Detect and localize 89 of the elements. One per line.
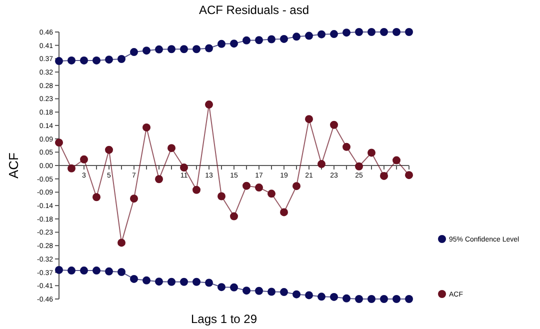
point — [380, 295, 388, 303]
point — [292, 32, 300, 41]
point — [55, 266, 63, 274]
point — [55, 138, 63, 147]
point — [118, 238, 126, 247]
point — [242, 286, 250, 295]
point — [142, 123, 150, 132]
point — [205, 44, 213, 52]
point — [230, 212, 238, 220]
point — [180, 278, 188, 286]
point — [218, 283, 226, 292]
point — [68, 164, 76, 172]
point — [392, 28, 400, 36]
point — [330, 120, 338, 129]
point — [205, 100, 213, 109]
point — [192, 45, 200, 54]
point — [168, 278, 176, 286]
point — [268, 35, 276, 44]
point — [318, 292, 326, 301]
point — [392, 156, 400, 164]
point — [142, 46, 150, 55]
point — [318, 30, 326, 38]
point — [118, 268, 126, 276]
point — [130, 194, 138, 203]
point — [342, 294, 350, 302]
point — [92, 266, 100, 275]
point — [292, 290, 300, 298]
point — [355, 295, 363, 303]
point — [155, 45, 163, 54]
point — [280, 34, 288, 43]
point — [168, 45, 176, 54]
point — [268, 190, 276, 198]
point — [305, 115, 313, 124]
point — [292, 182, 300, 190]
point — [405, 171, 413, 180]
point — [68, 56, 76, 64]
point — [55, 57, 63, 66]
y-axis-title: ACF — [6, 152, 21, 178]
point — [155, 278, 163, 286]
point — [392, 295, 400, 303]
point — [218, 40, 226, 48]
point — [80, 266, 88, 275]
point — [155, 175, 163, 184]
point — [342, 28, 350, 37]
point — [180, 45, 188, 54]
point — [180, 164, 188, 172]
point — [230, 283, 238, 292]
point — [255, 286, 263, 295]
point — [305, 32, 313, 40]
point — [255, 36, 263, 44]
point — [192, 186, 200, 194]
point — [355, 162, 363, 170]
point — [168, 144, 176, 152]
point — [118, 54, 126, 63]
point — [405, 28, 413, 36]
point — [280, 208, 288, 216]
point — [80, 56, 88, 64]
point — [230, 40, 238, 48]
point — [92, 193, 100, 202]
point — [242, 182, 250, 190]
point — [268, 288, 276, 296]
point — [342, 142, 350, 151]
point — [105, 267, 113, 276]
point — [130, 274, 138, 283]
point — [380, 28, 388, 36]
point — [142, 276, 150, 284]
point — [130, 48, 138, 56]
point — [205, 278, 213, 287]
point — [192, 278, 200, 286]
x-axis-title: Lags 1 to 29 — [190, 312, 258, 326]
point — [105, 56, 113, 64]
point — [330, 292, 338, 301]
point — [405, 295, 413, 303]
point — [255, 184, 263, 192]
point — [80, 155, 88, 164]
point — [105, 146, 113, 154]
point — [280, 288, 288, 296]
point — [68, 266, 76, 275]
point — [368, 28, 376, 36]
point — [330, 30, 338, 38]
point — [218, 192, 226, 200]
point — [368, 148, 376, 157]
point — [92, 56, 100, 64]
point — [305, 291, 313, 300]
chart-title: ACF Residuals - asd — [198, 3, 310, 17]
point — [318, 160, 326, 168]
point — [368, 295, 376, 303]
point — [355, 28, 363, 36]
point — [242, 36, 250, 44]
